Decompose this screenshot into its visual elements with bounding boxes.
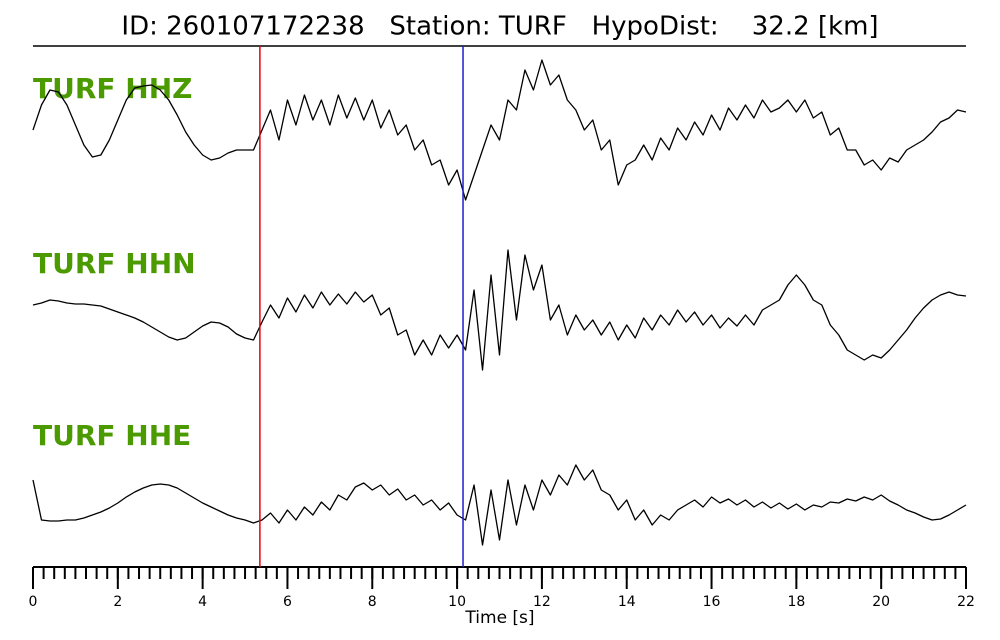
- x-tick-label: 22: [957, 594, 975, 610]
- x-tick-label: 0: [29, 594, 38, 610]
- chart-title: ID: 260107172238 Station: TURF HypoDist:…: [121, 12, 878, 42]
- x-axis-label: Time [s]: [464, 608, 534, 628]
- trace-label: TURF HHZ: [33, 72, 192, 105]
- x-tick-label: 20: [872, 594, 890, 610]
- x-tick-label: 2: [113, 594, 122, 610]
- waveform: [32, 249, 967, 371]
- x-tick-label: 12: [533, 594, 551, 610]
- x-tick-label: 4: [198, 594, 207, 610]
- x-tick-label: 18: [787, 594, 805, 610]
- x-tick-label: 14: [618, 594, 636, 610]
- waveform: [32, 59, 967, 201]
- trace-label: TURF HHN: [33, 247, 196, 280]
- x-tick-label: 8: [368, 594, 377, 610]
- trace-label: TURF HHE: [33, 419, 191, 452]
- x-tick-label: 6: [283, 594, 292, 610]
- x-tick-label: 16: [703, 594, 721, 610]
- x-tick-label: 10: [448, 594, 466, 610]
- waveform: [32, 464, 967, 546]
